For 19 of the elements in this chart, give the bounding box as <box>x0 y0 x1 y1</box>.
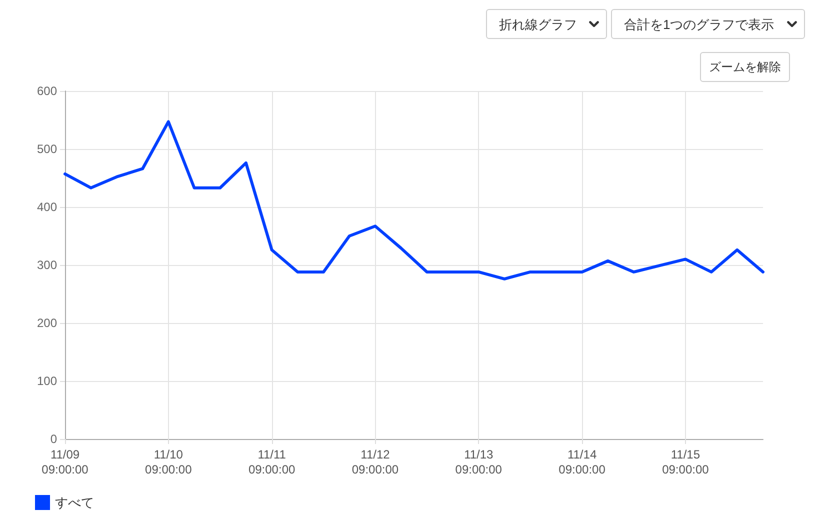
y-tick-label: 100 <box>36 374 58 388</box>
x-tick-label: 11/10 09:00:00 <box>145 448 192 476</box>
x-tick-label: 11/09 09:00:00 <box>42 448 89 476</box>
zoom-reset-button[interactable]: ズームを解除 <box>700 52 790 82</box>
display-mode-select[interactable]: 合計を1つのグラフで表示 <box>611 9 805 39</box>
x-tick-label: 11/11 09:00:00 <box>248 448 296 476</box>
x-tick-label: 11/13 09:00:00 <box>455 448 502 476</box>
chart-type-select[interactable]: 折れ線グラフ <box>486 9 607 39</box>
y-tick-label: 600 <box>36 84 58 98</box>
y-tick-label: 300 <box>36 258 58 272</box>
legend-label: すべて <box>55 495 94 510</box>
y-tick-label: 500 <box>36 142 58 156</box>
y-tick-label: 0 <box>50 432 58 446</box>
x-tick-label: 11/14 09:00:00 <box>558 448 606 476</box>
x-tick-label: 11/15 09:00:00 <box>662 448 710 476</box>
line-series <box>64 120 764 280</box>
x-tick-label: 11/12 09:00:00 <box>352 448 399 476</box>
y-tick-label: 400 <box>36 200 58 214</box>
y-tick-label: 200 <box>36 316 58 330</box>
